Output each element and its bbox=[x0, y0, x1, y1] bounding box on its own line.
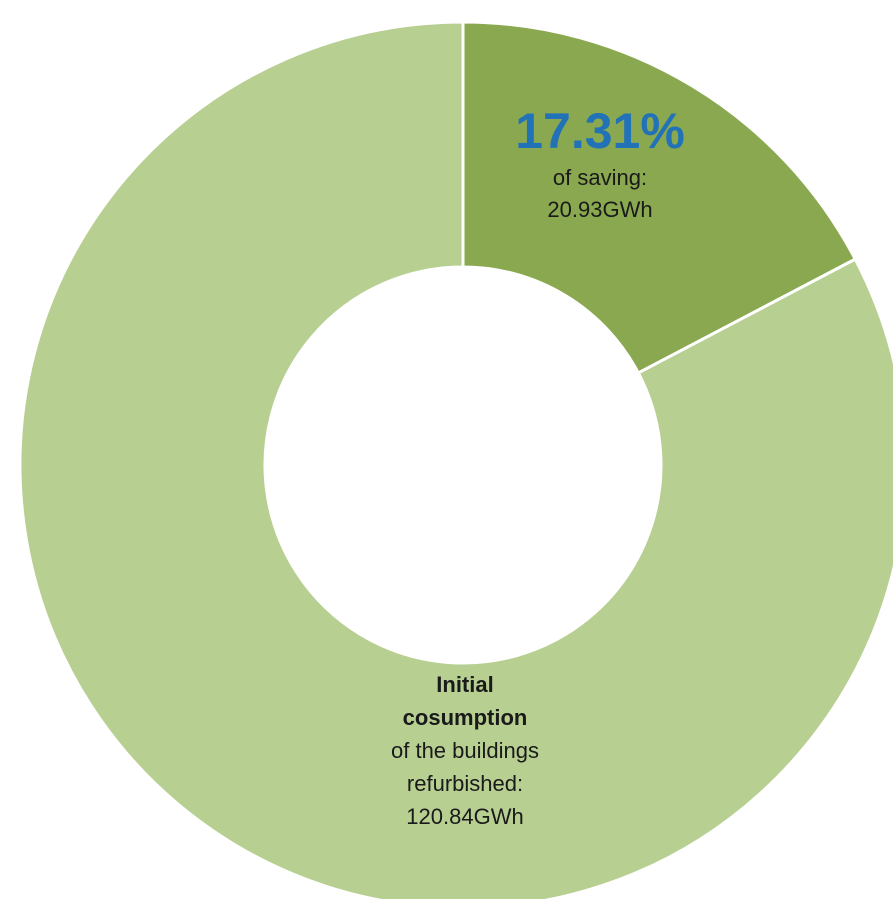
saving-text-label: of saving: bbox=[552, 165, 648, 190]
total-label-line2: cosumption bbox=[402, 705, 528, 730]
saving-percent-label: 17.31% bbox=[515, 103, 685, 159]
total-label-line3: of the buildings bbox=[391, 738, 539, 763]
saving-label: 17.31% of saving: 20.93GWh bbox=[470, 102, 730, 226]
total-label-line1: Initial bbox=[436, 672, 494, 697]
donut-slice-remaining bbox=[18, 20, 893, 899]
total-label: Initial cosumption of the buildings refu… bbox=[340, 668, 590, 833]
saving-value-label: 20.93GWh bbox=[547, 197, 653, 222]
donut-slices bbox=[18, 20, 893, 899]
total-label-line5: 120.84GWh bbox=[406, 804, 524, 829]
donut-slice-saving bbox=[461, 20, 858, 376]
total-label-line4: refurbished: bbox=[406, 771, 524, 796]
